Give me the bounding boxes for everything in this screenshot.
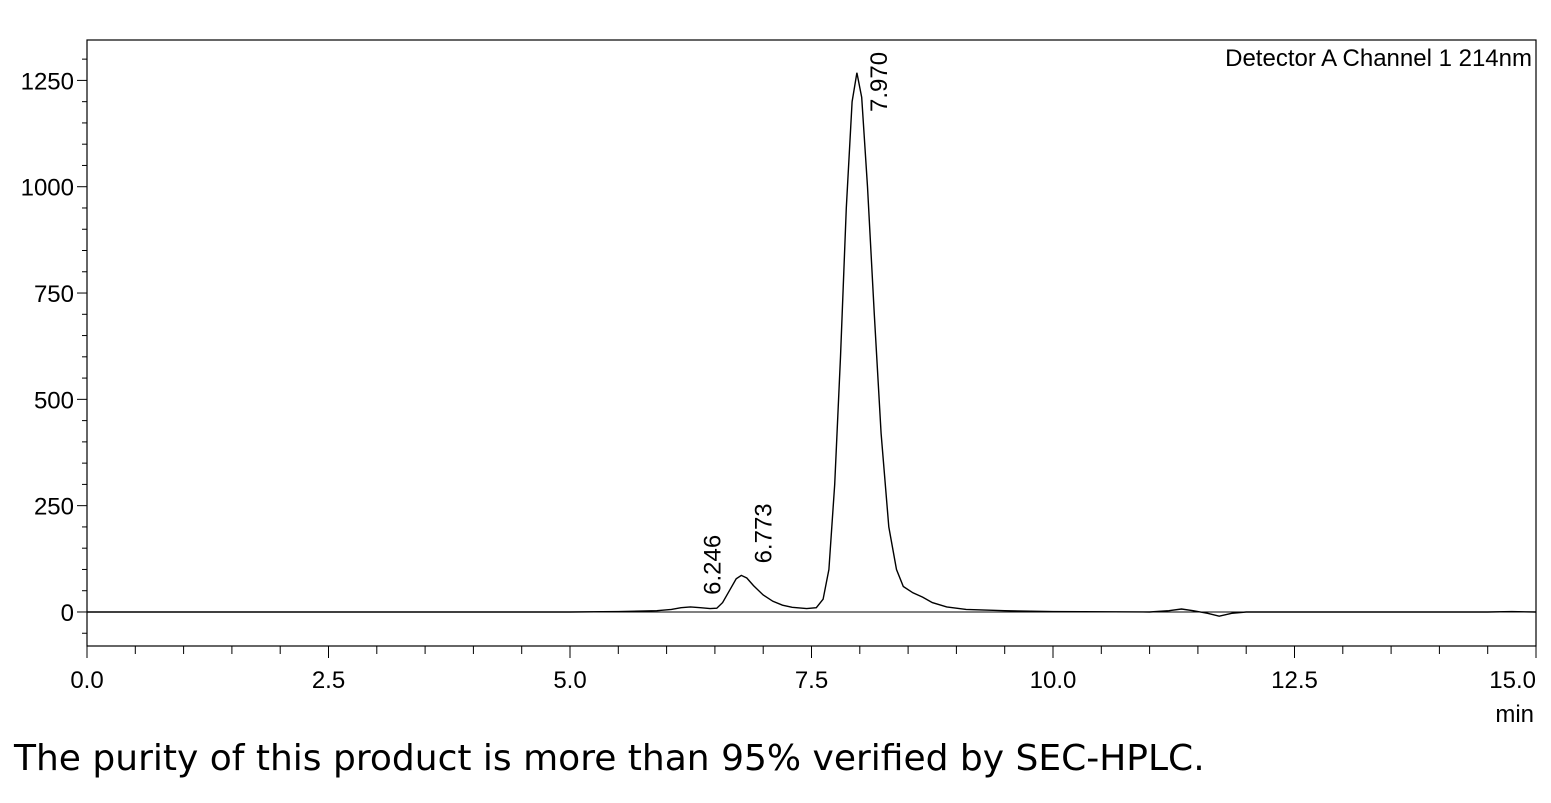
legend-label: Detector A Channel 1 214nm <box>1225 45 1532 72</box>
chromatogram-chart: 0.0 2.5 5.0 7.5 10.0 12.5 15.0 0 250 500 750 1000 1… <box>21 39 1537 728</box>
x-axis-unit: min <box>1495 701 1534 728</box>
peak-retention-label: 6.246 <box>699 535 726 595</box>
y-tick-label: 0 <box>61 600 74 627</box>
y-axis: 0 250 500 750 1000 1250 <box>21 58 87 634</box>
x-tick-label: 12.5 <box>1271 667 1318 694</box>
x-tick-label: 0.0 <box>70 667 103 694</box>
x-tick-label: 15.0 <box>1489 667 1536 694</box>
peak-labels: 6.246 6.773 7.970 <box>699 52 893 595</box>
y-tick-label: 750 <box>34 281 74 308</box>
detector-trace <box>87 72 1537 617</box>
x-tick-label: 2.5 <box>312 667 345 694</box>
x-axis: 0.0 2.5 5.0 7.5 10.0 12.5 15.0 <box>70 646 1537 694</box>
y-tick-label: 500 <box>34 387 74 414</box>
peak-retention-label: 6.773 <box>750 503 777 563</box>
y-tick-label: 250 <box>34 494 74 521</box>
x-tick-label: 7.5 <box>795 667 828 694</box>
purity-caption: The purity of this product is more than … <box>14 738 1205 779</box>
plot-frame <box>86 39 1537 647</box>
y-tick-label: 1000 <box>21 175 74 202</box>
y-tick-label: 1250 <box>21 68 74 95</box>
x-tick-label: 5.0 <box>553 667 586 694</box>
peak-retention-label: 7.970 <box>866 52 893 112</box>
x-tick-label: 10.0 <box>1030 667 1077 694</box>
